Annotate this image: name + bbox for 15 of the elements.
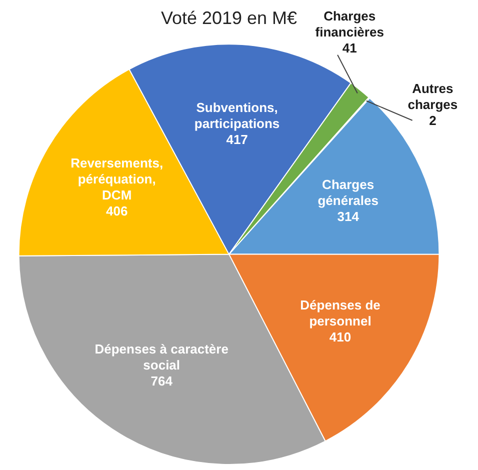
data-label: 406 bbox=[106, 204, 128, 219]
chart-title: Voté 2019 en M€ bbox=[160, 8, 298, 28]
slice-label: Reversements, péréquation, DCM bbox=[70, 156, 164, 203]
data-label: 764 bbox=[150, 373, 174, 388]
data-label: 314 bbox=[337, 208, 360, 224]
data-label: 2 bbox=[429, 113, 436, 128]
slice-label: Autres charges bbox=[408, 81, 458, 112]
data-label: 410 bbox=[329, 330, 352, 345]
slice-label: Dépenses de personnel bbox=[300, 298, 380, 329]
data-label: 41 bbox=[342, 40, 357, 56]
slice-label: Charges générales bbox=[318, 176, 378, 208]
slice-label: Dépenses à caractère social bbox=[94, 341, 228, 372]
data-label: 417 bbox=[226, 132, 248, 147]
slice-label: Charges financières bbox=[315, 8, 384, 40]
slice-label: Subventions, participations bbox=[194, 100, 280, 131]
